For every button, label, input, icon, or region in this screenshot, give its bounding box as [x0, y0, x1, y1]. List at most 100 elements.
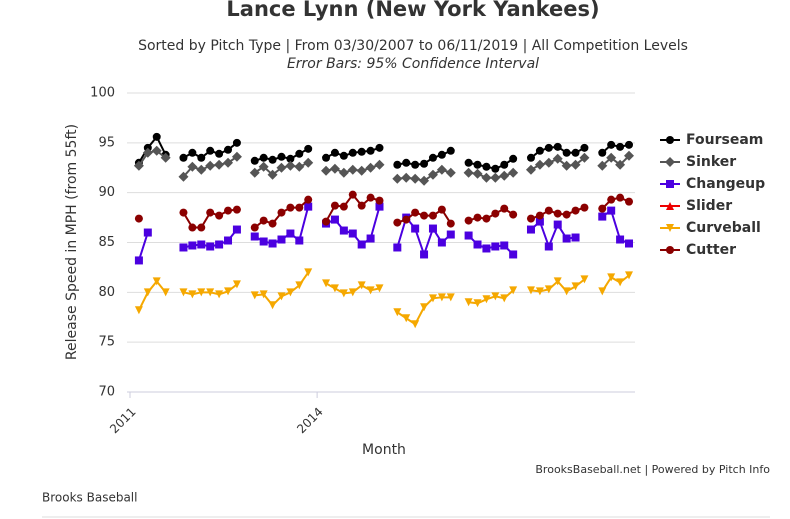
- point: [151, 145, 162, 156]
- point: [553, 220, 562, 229]
- point: [446, 293, 455, 302]
- point: [259, 153, 268, 162]
- point: [616, 235, 625, 244]
- point: [402, 215, 411, 224]
- point: [250, 232, 259, 241]
- point: [666, 136, 674, 144]
- point: [179, 153, 188, 162]
- point: [232, 280, 241, 289]
- point: [366, 193, 375, 202]
- point: [214, 159, 225, 170]
- point: [366, 286, 375, 295]
- point: [544, 242, 553, 251]
- point: [295, 236, 304, 245]
- point: [491, 292, 500, 301]
- point: [500, 160, 509, 169]
- point: [666, 224, 674, 232]
- point: [571, 206, 580, 215]
- point: [375, 284, 384, 293]
- point: [206, 288, 215, 297]
- point: [215, 149, 224, 158]
- point: [428, 224, 437, 233]
- point: [267, 169, 278, 180]
- point: [482, 162, 491, 171]
- point: [197, 240, 206, 249]
- point: [491, 164, 500, 173]
- point: [666, 180, 674, 188]
- point: [179, 208, 188, 217]
- point: [508, 167, 519, 178]
- point: [277, 152, 286, 161]
- point: [152, 277, 161, 286]
- point: [197, 153, 206, 162]
- y-tick-label: 85: [98, 235, 115, 250]
- point: [500, 204, 509, 213]
- point: [598, 148, 607, 157]
- point: [464, 158, 473, 167]
- point: [188, 241, 197, 250]
- point: [562, 148, 571, 157]
- point: [161, 288, 170, 297]
- point: [178, 171, 189, 182]
- credits: BrooksBaseball.net | Powered by Pitch In…: [535, 463, 770, 476]
- point: [562, 287, 571, 296]
- point: [606, 152, 617, 163]
- x-axis-label: Month: [362, 442, 406, 458]
- point: [446, 230, 455, 239]
- point: [410, 173, 421, 184]
- point: [160, 152, 171, 163]
- point: [402, 158, 411, 167]
- point: [509, 286, 518, 295]
- point: [188, 290, 197, 299]
- point: [206, 208, 215, 217]
- point: [179, 288, 188, 297]
- point: [356, 165, 367, 176]
- point: [598, 204, 607, 213]
- point: [616, 278, 625, 287]
- point: [188, 148, 197, 157]
- point: [268, 219, 277, 228]
- point: [473, 160, 482, 169]
- point: [499, 170, 510, 181]
- point: [666, 246, 674, 254]
- point: [624, 150, 634, 161]
- point: [215, 290, 224, 299]
- point: [500, 294, 509, 303]
- legend-label: Cutter: [686, 242, 736, 258]
- point: [286, 154, 295, 163]
- point: [322, 153, 331, 162]
- x-tick-label: 2014: [294, 405, 325, 436]
- point: [437, 293, 446, 302]
- point: [338, 167, 349, 178]
- point: [437, 238, 446, 247]
- point: [580, 203, 589, 212]
- point: [526, 153, 535, 162]
- point: [616, 193, 625, 202]
- point: [205, 160, 216, 171]
- chart-title: Lance Lynn (New York Yankees): [226, 0, 599, 21]
- point: [196, 164, 207, 175]
- point: [464, 231, 473, 240]
- legend-label: Curveball: [686, 220, 761, 236]
- point: [249, 167, 260, 178]
- point: [544, 143, 553, 152]
- point: [393, 243, 402, 252]
- point: [509, 210, 518, 219]
- point: [295, 281, 304, 290]
- point: [571, 148, 580, 157]
- point: [143, 288, 152, 297]
- point: [295, 149, 304, 158]
- point: [625, 197, 633, 206]
- point: [231, 151, 242, 162]
- legend-label: Slider: [686, 198, 732, 214]
- point: [625, 140, 633, 149]
- point: [482, 214, 491, 223]
- point: [250, 156, 259, 165]
- point: [250, 291, 259, 300]
- point: [392, 173, 403, 184]
- point: [339, 202, 348, 211]
- point: [544, 285, 553, 294]
- point: [357, 240, 366, 249]
- point: [232, 205, 241, 214]
